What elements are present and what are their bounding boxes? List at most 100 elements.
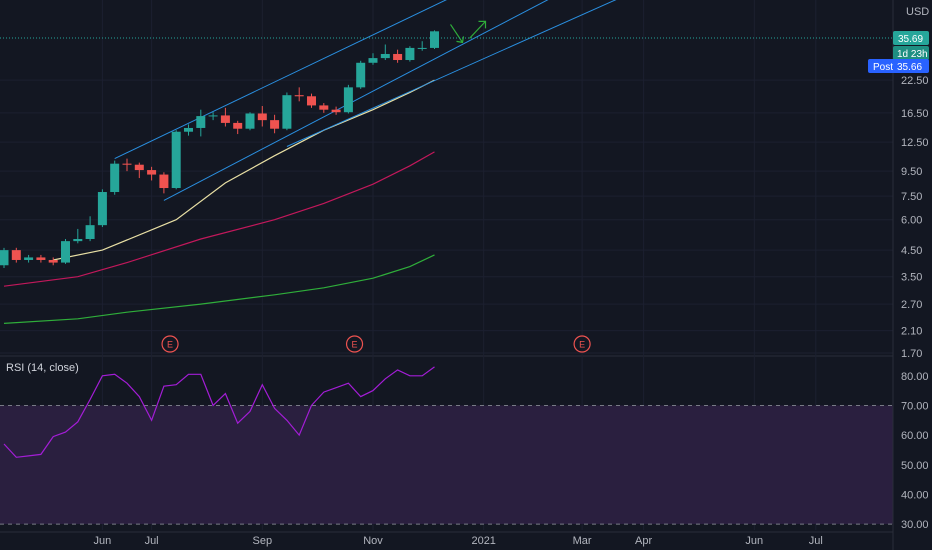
earnings-label: E — [579, 340, 585, 350]
candle-up — [343, 84, 353, 114]
earnings-marker[interactable]: E — [161, 335, 179, 353]
candle-body — [368, 58, 378, 63]
earnings-label: E — [167, 340, 173, 350]
rsi-series — [3, 366, 435, 458]
currency-label[interactable]: USD — [906, 6, 929, 18]
earnings-icon[interactable] — [345, 335, 364, 353]
channel-line[interactable] — [114, 0, 484, 160]
candle-up — [61, 239, 70, 264]
candle-body — [405, 47, 415, 61]
candle-down — [48, 257, 58, 266]
candle-body — [147, 170, 157, 175]
time-tick-label: 2021 — [471, 535, 495, 547]
candle-body — [0, 250, 9, 266]
candle-up — [184, 124, 193, 136]
candle-up — [282, 92, 292, 131]
arrow-head-icon — [478, 20, 487, 29]
projection-arrows[interactable] — [450, 20, 487, 44]
time-tick-label: Mar — [573, 535, 592, 547]
candle-up — [73, 228, 83, 244]
rsi-tick-label: 40.00 — [901, 489, 929, 501]
price-tick-label: 4.50 — [901, 245, 922, 257]
rsi-tick-label: 80.00 — [901, 371, 929, 383]
channel-line[interactable] — [286, 0, 656, 147]
candle-body — [171, 131, 181, 189]
candle-body — [331, 109, 341, 113]
price-tick-label: 7.50 — [901, 191, 922, 203]
candle-up — [171, 130, 181, 190]
rsi-band — [0, 404, 893, 525]
channel-line[interactable] — [163, 0, 582, 201]
price-tick-label: 2.70 — [901, 299, 922, 311]
candle-body — [196, 116, 206, 128]
candle-body — [307, 96, 316, 106]
candle-up — [368, 53, 378, 65]
candle-body — [208, 115, 218, 117]
earnings-icon[interactable] — [161, 335, 179, 353]
candle-body — [122, 163, 132, 165]
candle-down — [11, 247, 21, 263]
post-price-value: 35.66 — [897, 62, 922, 73]
candle-body — [380, 53, 390, 59]
candle-body — [48, 259, 58, 263]
candle-body — [270, 120, 280, 129]
candle-down — [233, 120, 243, 135]
candle-up — [110, 160, 120, 195]
ma-short-line — [53, 79, 435, 261]
moving-averages — [3, 79, 435, 324]
candle-body — [220, 115, 230, 123]
candle-up — [245, 112, 255, 131]
candle-body — [24, 257, 34, 260]
candle-body — [430, 31, 439, 48]
candle-down — [270, 114, 280, 134]
time-tick-label: Nov — [363, 535, 383, 547]
candle-body — [417, 47, 427, 49]
last-price-tag-bg — [893, 31, 929, 45]
candle-down — [393, 49, 403, 63]
time-tick-label: Jun — [94, 535, 112, 547]
candle-up — [430, 30, 439, 49]
candle-body — [61, 241, 70, 263]
candle-down — [307, 93, 316, 108]
candle-up — [417, 41, 427, 51]
rsi-tick-label: 50.00 — [901, 460, 929, 472]
earnings-marker[interactable]: E — [345, 335, 364, 353]
candle-up — [97, 189, 107, 228]
candle-up — [196, 109, 206, 137]
time-tick-label: Apr — [635, 535, 652, 547]
earnings-icon[interactable] — [573, 335, 591, 353]
price-tick-label: 3.50 — [901, 272, 922, 284]
candle-body — [184, 127, 193, 132]
candle-body — [11, 250, 21, 260]
time-tick-label: Jul — [809, 535, 823, 547]
candle-body — [282, 95, 292, 129]
candle-down — [257, 106, 267, 127]
candle-body — [159, 174, 169, 189]
price-tick-label: 6.00 — [901, 215, 922, 227]
price-tick-label: 16.50 — [901, 108, 929, 120]
candle-body — [233, 122, 243, 129]
projection-arrow-down[interactable] — [450, 24, 463, 43]
currency-badge-bg — [900, 4, 926, 18]
projection-arrow-up[interactable] — [469, 20, 486, 39]
candle-down — [220, 107, 230, 127]
candle-up — [85, 216, 95, 242]
trend-channel[interactable] — [114, 0, 656, 201]
candle-up — [380, 44, 390, 61]
candle-down — [331, 106, 341, 115]
arrow-head-icon — [456, 36, 465, 44]
candle-body — [73, 239, 83, 242]
candle-body — [97, 192, 107, 226]
candle-body — [393, 53, 403, 61]
candle-down — [294, 87, 304, 102]
candle-body — [343, 87, 353, 113]
candle-body — [356, 62, 366, 88]
candle-body — [36, 257, 46, 260]
countdown-tag: 1d 23h — [897, 49, 928, 60]
price-tick-label: 9.50 — [901, 166, 922, 178]
rsi-title[interactable]: RSI (14, close) — [6, 362, 79, 374]
earnings-marker[interactable]: E — [573, 335, 591, 353]
